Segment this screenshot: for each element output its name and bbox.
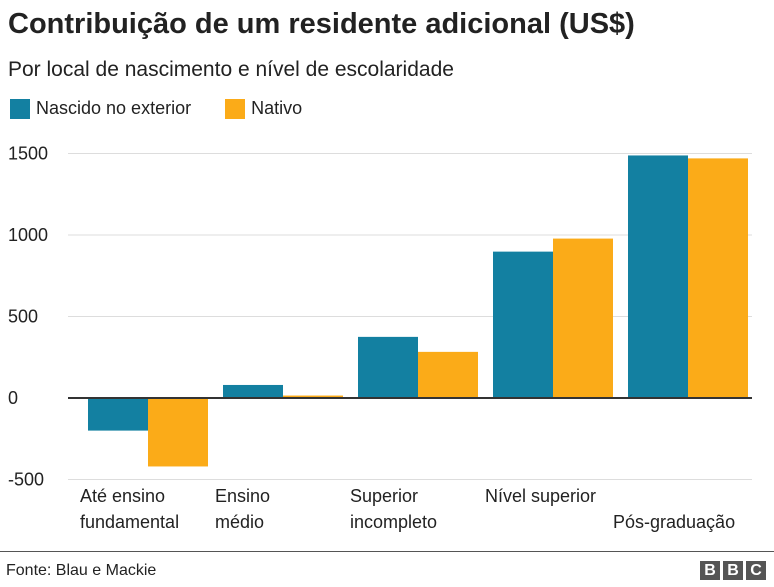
- legend-item-foreign: Nascido no exterior: [10, 98, 191, 119]
- legend-swatch-foreign: [10, 98, 30, 119]
- x-tick-label: Nível superior: [485, 486, 596, 506]
- footer-divider: [0, 551, 774, 552]
- y-tick-label: 0: [8, 388, 18, 408]
- bar-foreign: [628, 155, 688, 398]
- legend-item-native: Nativo: [225, 98, 302, 119]
- bar-native: [148, 398, 208, 467]
- bar-native: [688, 158, 748, 398]
- y-tick-label: 500: [8, 307, 38, 327]
- x-tick-label: Ensino: [215, 486, 270, 506]
- x-tick-label: Até ensino: [80, 486, 165, 506]
- bar-native: [553, 238, 613, 398]
- x-tick-label: Superior: [350, 486, 418, 506]
- bar-native: [418, 351, 478, 398]
- y-tick-label: 1500: [8, 144, 48, 164]
- y-tick-label: -500: [8, 470, 44, 490]
- bar-foreign: [223, 384, 283, 398]
- legend-swatch-native: [225, 98, 246, 119]
- legend-label: Nascido no exterior: [36, 98, 192, 118]
- source-note: Fonte: Blau e Mackie: [6, 562, 157, 579]
- legend-label: Nativo: [251, 98, 303, 118]
- x-tick-label: incompleto: [350, 512, 437, 532]
- x-tick-label: médio: [215, 512, 264, 532]
- y-tick-label: 1000: [8, 225, 48, 245]
- x-tick-label: fundamental: [80, 512, 179, 532]
- bar-native: [283, 395, 343, 398]
- chart-title: Contribuição de um residente adicional (…: [8, 8, 635, 40]
- bar-foreign: [358, 336, 418, 398]
- bar-foreign: [88, 398, 148, 431]
- legend: Nascido no exterior Nativo: [10, 98, 302, 119]
- x-tick-label: Pós-graduação: [613, 512, 735, 532]
- chart-subtitle: Por local de nascimento e nível de escol…: [8, 58, 454, 81]
- bar-foreign: [493, 251, 553, 398]
